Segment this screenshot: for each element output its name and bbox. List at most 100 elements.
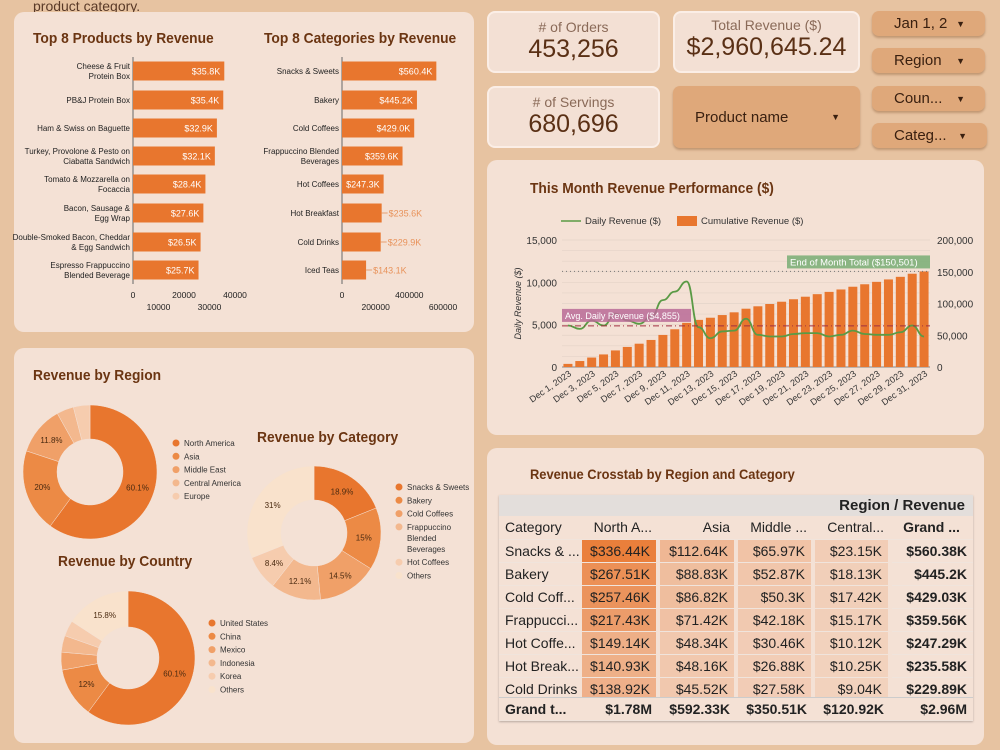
products_chart-bar	[133, 203, 204, 223]
cumulative-bar	[634, 343, 644, 367]
table-cell: $42.18K	[736, 608, 815, 632]
legend-swatch	[395, 558, 403, 566]
column-header[interactable]: Asia	[658, 516, 736, 540]
products_chart-category-label: Double-Smoked Bacon, Cheddar	[13, 233, 131, 242]
category-filter-label: Categ...	[894, 127, 947, 144]
slice-label: 60.1%	[126, 484, 149, 493]
categories_chart-category-label-line2: Beverages	[301, 157, 339, 166]
y-tick: 10,000	[526, 278, 557, 289]
servings-label: # of Servings	[532, 94, 615, 110]
legend-swatch	[395, 496, 403, 504]
crosstab-header: Region / Revenue	[499, 495, 973, 516]
legend-label: Blended	[407, 534, 436, 543]
legend-bar-swatch	[677, 216, 697, 226]
products_chart-value-label: $25.7K	[166, 266, 195, 276]
categories_chart-tick: 600000	[429, 302, 458, 312]
legend-label: Bakery	[407, 496, 432, 505]
cumulative-bar	[646, 339, 656, 367]
categories_chart-value-label: $229.9K	[388, 238, 422, 248]
eom-label-bg	[787, 255, 930, 269]
categories_chart-bar	[342, 174, 384, 194]
products_chart-tick: 20000	[172, 290, 196, 300]
table-cell: $86.82K	[658, 585, 738, 609]
cumulative-bar	[610, 350, 620, 367]
products_chart-bar	[133, 90, 224, 110]
orders-card: # of Orders 453,256	[487, 11, 660, 73]
column-header[interactable]: Category	[499, 516, 582, 540]
chevron-down-icon: ▼	[958, 130, 967, 141]
legend-swatch	[208, 686, 216, 693]
table-cell: $149.14K	[582, 631, 660, 655]
categories_chart-tick: 0	[340, 290, 345, 300]
servings-value: 680,696	[528, 110, 619, 138]
cumulative-bar	[729, 312, 739, 367]
products_chart-tick: 40000	[223, 290, 247, 300]
slice-label: 18.9%	[331, 488, 354, 497]
product-filter-label: Product name	[695, 108, 789, 126]
slice-label: 12%	[78, 680, 94, 689]
product-name-filter[interactable]: Product name ▼	[673, 86, 860, 148]
legend-label: Cold Coffees	[407, 510, 453, 519]
cumulative-bar	[812, 294, 822, 367]
categories_chart-category-label: Iced Teas	[305, 266, 339, 275]
products_chart-category-label: Bacon, Sausage &	[64, 204, 131, 213]
legend-swatch	[172, 492, 180, 500]
table-cell: $52.87K	[736, 562, 815, 586]
legend-label: Central America	[184, 479, 241, 488]
legend-label: Europe	[184, 492, 210, 501]
intro-text: product category.	[33, 0, 141, 14]
table-cell: $140.93K	[582, 654, 660, 678]
table-cell: $26.88K	[736, 654, 815, 678]
table-cell: $336.44K	[582, 539, 660, 563]
categories_chart-category-label: Hot Breakfast	[291, 209, 340, 218]
chevron-down-icon: ▼	[956, 55, 965, 66]
cumulative-bar	[670, 329, 680, 367]
date-filter-label: Jan 1, 2	[894, 15, 948, 32]
products_chart-category-label: Cheese & Fruit	[77, 62, 131, 71]
products_chart-category-label-line2: Ciabatta Sandwich	[63, 157, 130, 166]
orders-value: 453,256	[528, 35, 619, 63]
y2-tick: 150,000	[937, 268, 974, 279]
crosstab-body-scroll[interactable]: Snacks & ... $336.44K $112.64K $65.97K $23.1…	[499, 539, 973, 697]
table-cell: $18.13K	[813, 562, 892, 586]
products_chart-value-label: $28.4K	[173, 180, 202, 190]
cumulative-bar	[883, 279, 893, 367]
crosstab-table[interactable]: Region / Revenue Category North A... Asia M…	[499, 495, 973, 721]
legend-label: Others	[407, 572, 431, 581]
cumulative-bar	[800, 296, 810, 367]
products_chart-category-label-line2: Protein Box	[89, 72, 130, 81]
products_chart-category-label-line2: & Egg Sandwich	[71, 243, 130, 252]
column-header[interactable]: Grand ...	[890, 516, 973, 540]
legend-swatch	[172, 479, 180, 487]
products_chart-bar	[133, 146, 215, 166]
table-cell: $235.58K	[890, 654, 973, 678]
legend-label: Beverages	[407, 545, 445, 554]
cumulative-bar	[694, 319, 704, 367]
products_chart-category-label: Espresso Frappuccino	[50, 261, 130, 270]
table-cell: $359.56K	[890, 608, 973, 632]
categories_chart-value-label: $359.6K	[365, 152, 399, 162]
monthly-revenue-chart: 0 5,000 10,000 15,000 0 50,000 100,000 150,000 2…	[513, 216, 974, 407]
cumulative-bar	[563, 363, 573, 367]
products_chart-category-label-line2: Egg Wrap	[95, 214, 131, 223]
table-row: Snacks & ... $336.44K $112.64K $65.97K $23.1…	[499, 539, 973, 563]
products_chart-value-label: $35.8K	[192, 67, 221, 77]
cumulative-bar	[895, 276, 905, 367]
donut-slice	[246, 465, 315, 559]
column-header[interactable]: Central...	[813, 516, 890, 540]
table-cell: $247.29K	[890, 631, 973, 655]
legend-swatch	[172, 466, 180, 474]
column-header[interactable]: Middle ...	[736, 516, 813, 540]
categories_chart-bar	[342, 203, 382, 223]
category-chart-title: Revenue by Category	[257, 429, 399, 446]
table-cell: $560.38K	[890, 539, 973, 563]
products_chart-value-label: $35.4K	[191, 96, 220, 106]
table-row: Frappucci... $217.43K $71.42K $42.18K $15.17…	[499, 608, 973, 632]
table-cell: $48.34K	[658, 631, 738, 655]
country-filter[interactable]: Coun... ▼	[872, 86, 985, 111]
products-chart-title: Top 8 Products by Revenue	[33, 30, 214, 47]
date-filter[interactable]: Jan 1, 2 ▼	[872, 11, 985, 36]
region-filter[interactable]: Region ▼	[872, 48, 985, 73]
column-header[interactable]: North A...	[582, 516, 658, 540]
category-filter[interactable]: Categ... ▼	[872, 123, 987, 148]
